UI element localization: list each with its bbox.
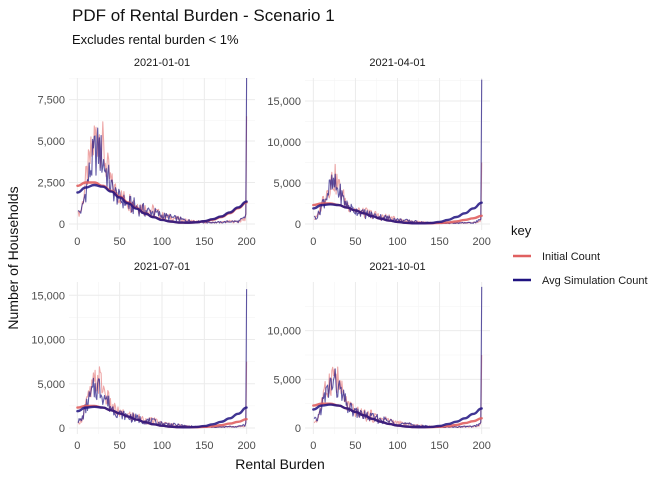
y-tick-label: 5,000 <box>37 136 65 148</box>
y-tick-label: 10,000 <box>267 326 301 338</box>
chart-title: PDF of Rental Burden - Scenario 1 <box>72 6 335 25</box>
y-tick-label: 10,000 <box>267 137 301 149</box>
x-tick-label: 200 <box>237 236 255 248</box>
y-tick-label: 5,000 <box>37 379 65 391</box>
x-tick-label: 150 <box>195 236 213 248</box>
x-tick-label: 150 <box>430 236 448 248</box>
x-axis-title: Rental Burden <box>235 456 325 472</box>
facet-strip-title: 2021-01-01 <box>134 57 190 69</box>
x-tick-label: 0 <box>74 236 80 248</box>
facet-panel-1: 2021-01-01 0 2,500 5,000 7,500 0 50 100 150 200 <box>37 57 255 248</box>
facet-panel-4: 2021-10-01 0 5,000 10,000 0 50 100 150 200 <box>267 261 491 452</box>
y-tick-label: 0 <box>295 219 301 231</box>
legend: key Initial Count Avg Simulation Count <box>511 223 648 287</box>
avg-simulation-smooth-line <box>312 201 483 225</box>
x-tick-label: 50 <box>114 440 126 452</box>
x-tick-label: 50 <box>349 440 361 452</box>
x-tick-label: 100 <box>153 236 171 248</box>
x-tick-label: 150 <box>430 440 448 452</box>
x-tick-label: 0 <box>310 440 316 452</box>
y-tick-label: 5,000 <box>273 374 301 386</box>
y-tick-label: 2,500 <box>37 178 65 190</box>
facet-panel-3: 2021-07-01 0 5,000 10,000 15,000 0 50 100 150 200 <box>31 261 255 452</box>
facet-panel-2: 2021-04-01 0 5,000 10,000 15,000 0 50 100 150 200 <box>267 57 491 248</box>
chart-subtitle: Excludes rental burden < 1% <box>72 32 239 47</box>
legend-label-avg: Avg Simulation Count <box>542 275 648 287</box>
y-axis-title: Number of Households <box>5 186 21 329</box>
avg-simulation-raw-line <box>77 289 248 428</box>
y-tick-label: 7,500 <box>37 95 65 107</box>
x-tick-label: 0 <box>310 236 316 248</box>
x-tick-label: 100 <box>388 236 406 248</box>
x-tick-label: 200 <box>237 440 255 452</box>
y-tick-label: 5,000 <box>273 178 301 190</box>
avg-simulation-smooth-line <box>76 405 248 429</box>
legend-title: key <box>511 223 532 238</box>
avg-simulation-smooth-line <box>76 183 248 224</box>
facet-strip-title: 2021-04-01 <box>369 57 425 69</box>
x-tick-label: 100 <box>388 440 406 452</box>
y-tick-label: 10,000 <box>31 335 65 347</box>
y-tick-label: 0 <box>59 423 65 435</box>
x-tick-label: 50 <box>114 236 126 248</box>
legend-label-initial: Initial Count <box>542 251 600 263</box>
x-tick-label: 150 <box>195 440 213 452</box>
avg-simulation-raw-line <box>313 79 483 225</box>
x-tick-label: 50 <box>349 236 361 248</box>
x-tick-label: 200 <box>472 440 490 452</box>
x-tick-label: 200 <box>472 236 490 248</box>
facet-strip-title: 2021-07-01 <box>134 261 190 273</box>
avg-simulation-smooth-line <box>312 403 483 429</box>
avg-simulation-raw-line <box>77 77 248 224</box>
y-tick-label: 15,000 <box>31 290 65 302</box>
x-tick-label: 0 <box>74 440 80 452</box>
y-tick-label: 0 <box>295 423 301 435</box>
y-tick-label: 15,000 <box>267 96 301 108</box>
y-tick-label: 0 <box>59 219 65 231</box>
facet-strip-title: 2021-10-01 <box>369 261 425 273</box>
x-tick-label: 100 <box>153 440 171 452</box>
